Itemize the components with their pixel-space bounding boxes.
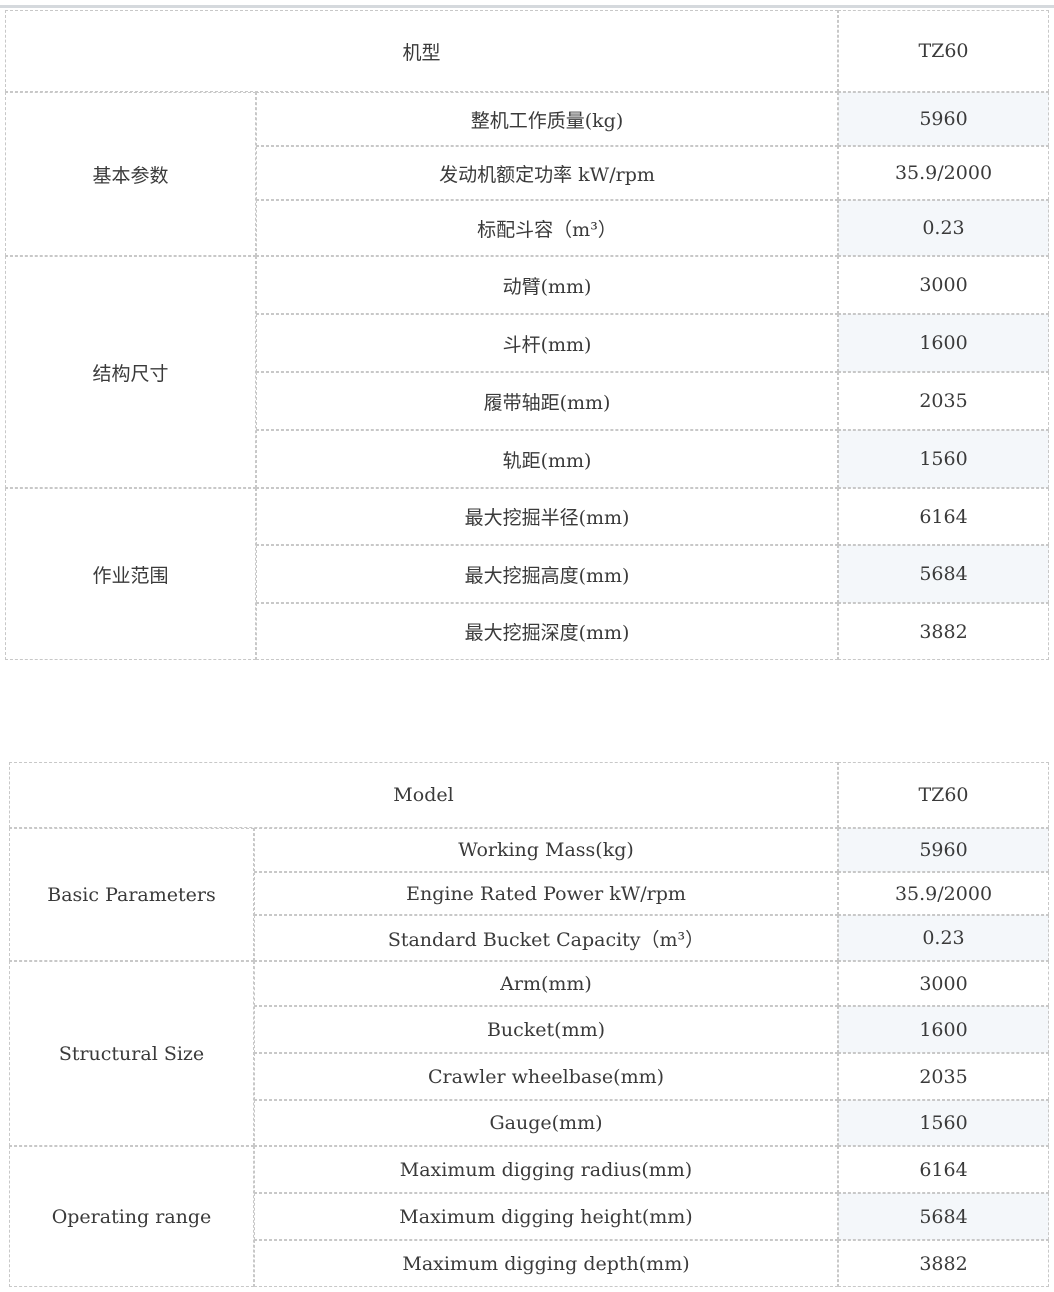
param-label-cell: 发动机额定功率 kW/rpm xyxy=(256,146,838,200)
param-label-cell: 轨距(mm) xyxy=(256,430,838,488)
param-value-cell: 1600 xyxy=(838,1006,1049,1053)
top-divider xyxy=(0,5,1054,8)
param-label-cell: Bucket(mm) xyxy=(254,1006,838,1053)
param-label-cell: 最大挖掘高度(mm) xyxy=(256,545,838,603)
param-value-cell: 5684 xyxy=(838,545,1049,603)
param-label-cell: Crawler wheelbase(mm) xyxy=(254,1053,838,1100)
model-value-cell: TZ60 xyxy=(838,10,1049,92)
param-label-cell: Working Mass(kg) xyxy=(254,828,838,872)
param-value-cell: 1560 xyxy=(838,430,1049,488)
group-name-cell: Operating range xyxy=(9,1146,254,1287)
param-value-cell: 5684 xyxy=(838,1193,1049,1240)
model-label-cell: 机型 xyxy=(5,10,838,92)
param-label-cell: Maximum digging depth(mm) xyxy=(254,1240,838,1287)
param-value-cell: 1600 xyxy=(838,314,1049,372)
param-value-cell: 0.23 xyxy=(838,200,1049,256)
group-name-cell: 结构尺寸 xyxy=(5,256,256,488)
param-label-cell: 最大挖掘半径(mm) xyxy=(256,488,838,545)
param-label-cell: 整机工作质量(kg) xyxy=(256,92,838,146)
param-value-cell: 3000 xyxy=(838,961,1049,1006)
param-value-cell: 35.9/2000 xyxy=(838,146,1049,200)
param-value-cell: 2035 xyxy=(838,1053,1049,1100)
group-name-cell: 基本参数 xyxy=(5,92,256,256)
param-label-cell: Arm(mm) xyxy=(254,961,838,1006)
param-label-cell: Maximum digging height(mm) xyxy=(254,1193,838,1240)
model-value-cell: TZ60 xyxy=(838,762,1049,828)
param-value-cell: 3882 xyxy=(838,1240,1049,1287)
param-label-cell: 履带轴距(mm) xyxy=(256,372,838,430)
param-value-cell: 5960 xyxy=(838,92,1049,146)
param-label-cell: 标配斗容（m³） xyxy=(256,200,838,256)
param-value-cell: 0.23 xyxy=(838,915,1049,961)
param-value-cell: 5960 xyxy=(838,828,1049,872)
param-label-cell: Engine Rated Power kW/rpm xyxy=(254,872,838,915)
param-value-cell: 3882 xyxy=(838,603,1049,660)
model-label-cell: Model xyxy=(9,762,838,828)
param-label-cell: Gauge(mm) xyxy=(254,1100,838,1146)
param-value-cell: 6164 xyxy=(838,488,1049,545)
group-name-cell: Structural Size xyxy=(9,961,254,1146)
param-label-cell: 动臂(mm) xyxy=(256,256,838,314)
param-value-cell: 35.9/2000 xyxy=(838,872,1049,915)
param-value-cell: 3000 xyxy=(838,256,1049,314)
param-label-cell: 最大挖掘深度(mm) xyxy=(256,603,838,660)
param-label-cell: Standard Bucket Capacity（m³） xyxy=(254,915,838,961)
group-name-cell: Basic Parameters xyxy=(9,828,254,961)
param-value-cell: 2035 xyxy=(838,372,1049,430)
param-value-cell: 6164 xyxy=(838,1146,1049,1193)
param-label-cell: Maximum digging radius(mm) xyxy=(254,1146,838,1193)
param-label-cell: 斗杆(mm) xyxy=(256,314,838,372)
param-value-cell: 1560 xyxy=(838,1100,1049,1146)
group-name-cell: 作业范围 xyxy=(5,488,256,660)
